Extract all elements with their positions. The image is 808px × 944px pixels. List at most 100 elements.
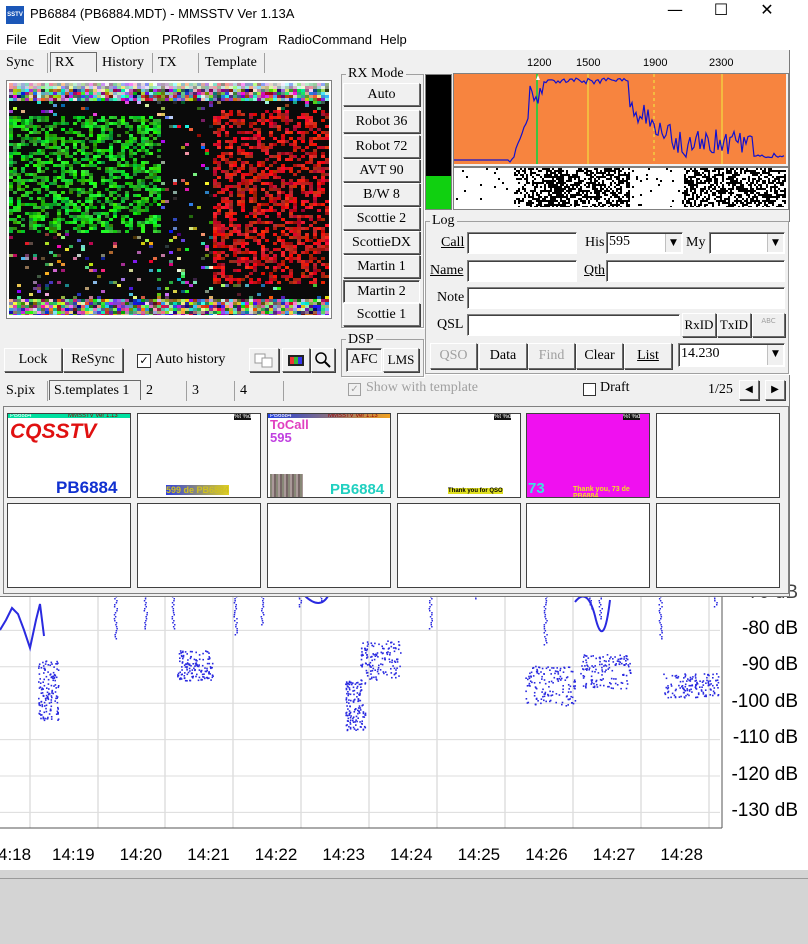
rx-mode-b-w-8[interactable]: B/W 8 — [343, 183, 420, 206]
my-label: My — [686, 235, 706, 250]
note-field[interactable] — [467, 287, 785, 309]
afc-button[interactable]: AFC — [346, 348, 382, 372]
frequency-value: 14.230 — [681, 346, 720, 361]
template-slot-empty[interactable] — [137, 503, 261, 588]
qth-label: Qth — [584, 263, 605, 278]
find-button[interactable]: Find — [528, 343, 575, 369]
spectrum-tick-label: 2300 — [709, 57, 734, 69]
menu-radiocommand[interactable]: RadioCommand — [278, 32, 372, 47]
tab-template[interactable]: Template — [201, 53, 265, 73]
mmsstv-window: SSTV PB6884 (PB6884.MDT) - MMSSTV Ver 1.… — [0, 0, 790, 597]
lock-button[interactable]: Lock — [4, 348, 62, 372]
copy-image-button[interactable] — [249, 348, 279, 372]
show-with-template-checkbox[interactable]: ✓ — [348, 383, 361, 396]
draft-checkbox[interactable] — [583, 383, 596, 396]
background-taskbar-area — [0, 870, 808, 944]
template-thumbnail[interactable]: PB6884 MMSSTV Ver 1.13 CQSSTV PB6884 — [7, 413, 131, 498]
rx-mode-avt-90[interactable]: AVT 90 — [343, 159, 420, 182]
x-axis-label: 4:18 — [0, 845, 32, 864]
rx-mode-scottie-1[interactable]: Scottie 1 — [343, 303, 420, 326]
my-rst-select[interactable]: ▼ — [709, 232, 785, 254]
menu-file[interactable]: File — [6, 32, 27, 47]
next-page-button[interactable]: ▶ — [765, 380, 785, 400]
call-field[interactable] — [467, 232, 577, 254]
template-thumbnail[interactable]: %t %d 599 de PB6884 — [137, 413, 261, 498]
menu-help[interactable]: Help — [380, 32, 407, 47]
close-button[interactable]: ✕ — [760, 0, 774, 19]
zoom-button[interactable] — [311, 348, 335, 372]
name-field[interactable] — [467, 260, 577, 282]
qsl-field[interactable] — [467, 314, 680, 336]
template-cqsstv-text: CQSSTV — [10, 420, 97, 443]
template-slot-empty[interactable] — [267, 503, 391, 588]
template-slot-empty[interactable] — [656, 413, 780, 498]
menu-option[interactable]: Option — [111, 32, 150, 47]
list-button[interactable]: List — [624, 343, 672, 369]
tab-spix[interactable]: S.pix — [2, 381, 48, 401]
template-thumbnail[interactable]: %t %d 73 Thank you, 73 de PB6884 — [526, 413, 650, 498]
resync-button[interactable]: ReSync — [63, 348, 123, 372]
tab-rx[interactable]: RX — [50, 52, 97, 72]
rx-mode-martin-1[interactable]: Martin 1 — [343, 255, 420, 278]
lms-button[interactable]: LMS — [383, 348, 419, 372]
abc-button[interactable]: ABC — [752, 313, 785, 337]
menu-profiles[interactable]: PRofiles — [162, 32, 211, 47]
menu-edit[interactable]: Edit — [38, 32, 61, 47]
name-label: Name — [430, 263, 464, 278]
rx-mode-martin-2[interactable]: Martin 2 — [343, 280, 420, 303]
clear-button[interactable]: Clear — [576, 343, 623, 369]
arrow-left-icon: ◀ — [745, 384, 753, 395]
data-button[interactable]: Data — [479, 343, 527, 369]
rx-image-panel — [6, 80, 332, 319]
spectrum-tick-label: 1900 — [643, 57, 668, 69]
rx-mode-scottiedx[interactable]: ScottieDX — [343, 231, 420, 254]
x-axis-label: 14:28 — [660, 845, 703, 864]
his-value: 595 — [609, 234, 630, 249]
background-plot-right-edge — [790, 0, 808, 590]
level-meter-fill — [426, 176, 451, 209]
tab-tx[interactable]: TX — [154, 53, 199, 73]
rxid-button[interactable]: RxID — [682, 313, 716, 337]
copy-images-icon — [254, 353, 273, 368]
tab-templates-1[interactable]: S.templates 1 — [49, 380, 141, 400]
log-group — [425, 221, 789, 374]
qsl-label: QSL — [437, 317, 464, 332]
template-slot-empty[interactable] — [526, 503, 650, 588]
his-rst-select[interactable]: 595 ▼ — [606, 232, 683, 254]
auto-history-checkbox[interactable]: ✓ — [137, 354, 151, 368]
frequency-select[interactable]: 14.230 ▼ — [678, 343, 785, 367]
template-thumbnail[interactable]: PB6884 MMSSTV Ver 1.13 ToCall 595 PB6884 — [267, 413, 391, 498]
tab-history[interactable]: History — [98, 53, 153, 73]
qth-field[interactable] — [606, 260, 785, 282]
received-sstv-image — [9, 83, 329, 315]
prev-page-button[interactable]: ◀ — [739, 380, 759, 400]
template-slot-empty[interactable] — [656, 503, 780, 588]
txid-button[interactable]: TxID — [717, 313, 751, 337]
template-header-bar — [268, 414, 390, 418]
tab-templates-2[interactable]: 2 — [142, 381, 187, 401]
tab-templates-3[interactable]: 3 — [188, 381, 235, 401]
spectrum-display — [453, 73, 789, 167]
maximize-button[interactable]: ☐ — [713, 0, 729, 19]
template-slot-empty[interactable] — [7, 503, 131, 588]
tab-templates-4[interactable]: 4 — [236, 381, 284, 401]
template-datetime-text: %t %d — [494, 414, 512, 420]
rx-mode-robot-72[interactable]: Robot 72 — [343, 135, 420, 158]
color-bar-button[interactable] — [282, 348, 310, 372]
y-axis-label: -80 dB — [742, 618, 798, 639]
template-slot-empty[interactable] — [397, 503, 521, 588]
title-bar[interactable]: SSTV PB6884 (PB6884.MDT) - MMSSTV Ver 1.… — [0, 0, 790, 30]
tab-sync[interactable]: Sync — [2, 53, 48, 73]
x-axis-label: 14:20 — [119, 845, 163, 864]
menu-program[interactable]: Program — [218, 32, 268, 47]
rx-mode-scottie-2[interactable]: Scottie 2 — [343, 207, 420, 230]
template-version-text: MMSSTV Ver 1.13 — [328, 413, 378, 419]
rx-mode-auto[interactable]: Auto — [343, 83, 420, 106]
template-thumbnail[interactable]: %t %d Thank you for QSO — [397, 413, 521, 498]
x-axis-label: 14:25 — [457, 845, 501, 864]
menu-view[interactable]: View — [72, 32, 100, 47]
minimize-button[interactable]: — — [667, 0, 683, 19]
qso-button[interactable]: QSO — [430, 343, 477, 369]
rx-mode-robot-36[interactable]: Robot 36 — [343, 110, 420, 133]
color-bars-icon — [288, 355, 304, 366]
